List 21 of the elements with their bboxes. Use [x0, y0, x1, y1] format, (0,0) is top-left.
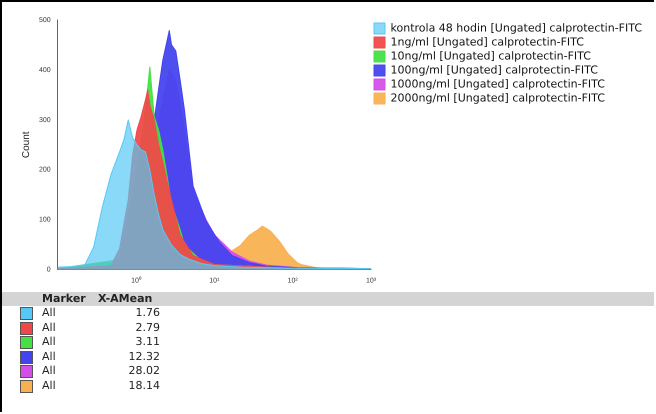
legend-label: 2000ng/ml [Ungated] calprotectin-FITC [390, 91, 606, 104]
text: 3.11 [136, 335, 160, 348]
legend-label: 1000ng/ml [Ungated] calprotectin-FITC [390, 77, 606, 90]
text: All [42, 364, 56, 378]
text: 12.32 [128, 350, 160, 362]
legend-label: 10ng/ml [Ungated] calprotectin-FITC [390, 49, 592, 62]
text: Marker [42, 292, 86, 306]
text: All [42, 350, 56, 364]
text: 2.79 [136, 320, 160, 334]
text: All [42, 335, 56, 350]
text: X-AMean [98, 292, 152, 306]
text: All [42, 378, 56, 393]
text: 1.76 [136, 306, 160, 319]
legend-label: kontrola 48 hodin [Ungated] calprotectin-FITC [390, 21, 642, 34]
legend-label: 1ng/ml [Ungated] calprotectin-FITC [390, 35, 584, 48]
text: All [42, 306, 56, 320]
y-axis-title: Count [20, 131, 32, 158]
legend-label: 100ng/ml [Ungated] calprotectin-FITC [390, 63, 598, 76]
text: All [42, 320, 56, 335]
text: 28.02 [128, 364, 160, 377]
text: 18.14 [128, 378, 160, 392]
